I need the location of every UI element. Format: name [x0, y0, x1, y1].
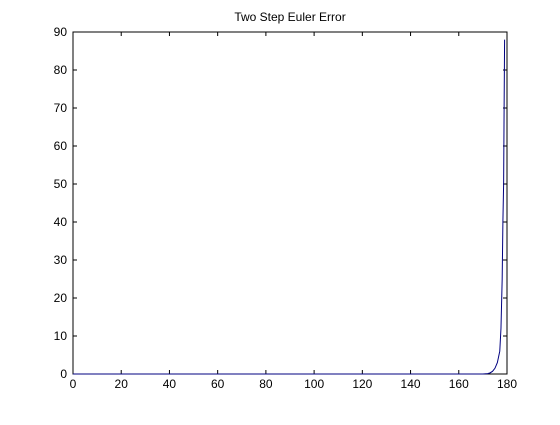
y-tick-label: 70: [54, 101, 68, 115]
x-tick-label: 140: [401, 377, 421, 391]
x-axis: 0 20 40 60 80 100 120 140 160 180: [70, 32, 517, 391]
x-tick-label: 100: [304, 377, 324, 391]
y-tick-label: 60: [54, 139, 68, 153]
x-tick-label: 160: [449, 377, 469, 391]
x-tick-label: 80: [259, 377, 273, 391]
x-tick-label: 0: [70, 377, 77, 391]
y-tick-label: 30: [54, 253, 68, 267]
y-tick-label: 0: [60, 367, 67, 381]
axes-frame: [72, 31, 508, 375]
x-tick-label: 60: [211, 377, 225, 391]
x-tick-label: 180: [497, 377, 517, 391]
y-tick-label: 90: [54, 25, 68, 39]
series-layer: [73, 39, 506, 375]
chart-title: Two Step Euler Error: [234, 10, 346, 24]
y-tick-label: 50: [54, 177, 68, 191]
x-tick-label: 40: [163, 377, 177, 391]
series-line: [73, 39, 506, 375]
y-axis: 0 10 20 30 40 50 60 70 80 90: [54, 25, 507, 381]
y-tick-label: 40: [54, 215, 68, 229]
y-tick-label: 10: [54, 329, 68, 343]
x-tick-label: 120: [352, 377, 372, 391]
y-tick-label: 80: [54, 63, 68, 77]
x-tick-label: 20: [115, 377, 129, 391]
y-tick-label: 20: [54, 291, 68, 305]
